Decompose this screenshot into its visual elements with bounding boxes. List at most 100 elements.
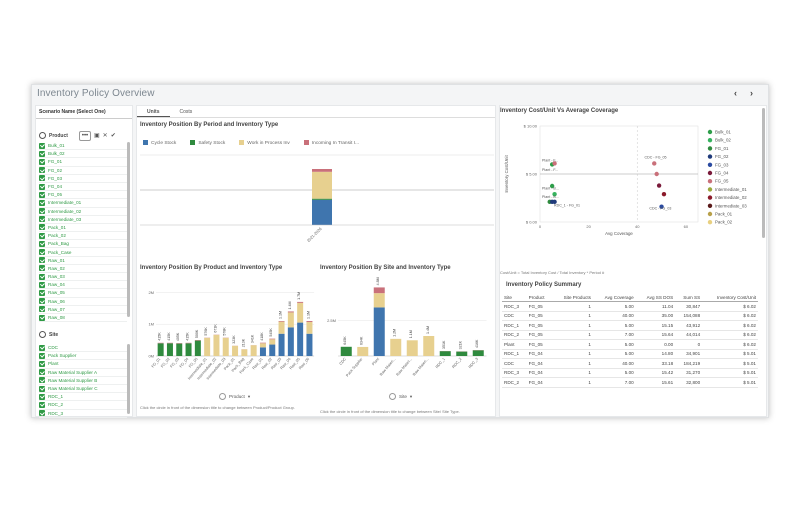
search-icon[interactable]: [39, 132, 46, 139]
checkbox-icon[interactable]: [39, 158, 45, 165]
checkbox-icon[interactable]: [39, 249, 45, 256]
table-row[interactable]: RDC_2 FG_04 1 7.00 15.61 32,800 $ 5.01: [502, 377, 758, 388]
prev-page-icon[interactable]: ‹: [734, 88, 737, 98]
confirm-selection-icon[interactable]: ✔: [110, 133, 116, 139]
product-filter-item[interactable]: FG_02: [39, 167, 127, 175]
legend-item[interactable]: Cycle Stock: [143, 140, 176, 146]
product-filter-item[interactable]: FG_01: [39, 158, 127, 167]
chevron-down-icon[interactable]: ▾: [247, 393, 251, 399]
product-filter-item[interactable]: Intermediate_03: [39, 216, 127, 224]
product-filter-item[interactable]: Pack_Case: [39, 248, 127, 257]
checkbox-icon[interactable]: [39, 289, 45, 296]
checkbox-icon[interactable]: [39, 344, 45, 351]
product-filter-item[interactable]: Raw_05: [39, 289, 127, 298]
product-filter-item[interactable]: Intermediate_01: [39, 199, 127, 208]
site-filter-item[interactable]: Raw Material Supplier C: [39, 385, 127, 394]
site-filter-item[interactable]: RDC_3: [39, 410, 127, 418]
checkbox-icon[interactable]: [39, 352, 45, 359]
checkbox-icon[interactable]: [39, 385, 45, 392]
column-header[interactable]: Avg SS DOS: [635, 294, 676, 302]
checkbox-icon[interactable]: [39, 265, 45, 272]
product-filter-item[interactable]: FG_05: [39, 191, 127, 200]
next-page-icon[interactable]: ›: [750, 88, 753, 98]
checkbox-icon[interactable]: [39, 216, 45, 223]
site-dimension-selector[interactable]: Site ▾: [389, 393, 412, 400]
checkbox-icon[interactable]: [39, 377, 45, 384]
dimension-radio-icon[interactable]: [219, 393, 226, 400]
checkbox-icon[interactable]: [39, 281, 45, 288]
checkbox-icon[interactable]: [39, 240, 45, 247]
checkbox-icon[interactable]: [39, 175, 45, 182]
more-options-button[interactable]: •••: [79, 130, 91, 141]
checkbox-icon[interactable]: [39, 410, 45, 417]
checkbox-icon[interactable]: [39, 142, 45, 149]
site-dimension-radio-icon[interactable]: [389, 393, 396, 400]
column-header[interactable]: Sum SS: [675, 294, 703, 302]
site-filter-item[interactable]: RDC_2: [39, 401, 127, 410]
checkbox-icon[interactable]: [39, 401, 45, 408]
table-row[interactable]: RDC_2 FG_05 1 7.00 15.64 44,014 $ 6.02: [502, 330, 758, 340]
site-filter-item[interactable]: RDC_1: [39, 393, 127, 402]
checkbox-icon[interactable]: [39, 273, 45, 280]
product-filter-item[interactable]: Pack_Bag: [39, 240, 127, 249]
product-filter-item[interactable]: Pack_02: [39, 232, 127, 241]
site-filter-item[interactable]: Raw Material Supplier B: [39, 377, 127, 385]
product-filter-item[interactable]: Raw_07: [39, 306, 127, 314]
product-filter-item[interactable]: Intermediate_02: [39, 208, 127, 216]
checkbox-icon[interactable]: [39, 369, 45, 376]
product-filter-item[interactable]: Raw_01: [39, 257, 127, 265]
checkbox-icon[interactable]: [39, 306, 45, 313]
column-header[interactable]: Site: [502, 294, 527, 302]
table-row[interactable]: CDC FG_05 1 40.00 35.00 154,088 $ 6.02: [502, 311, 758, 321]
site-filter-item[interactable]: Pack Supplier: [39, 352, 127, 361]
column-header[interactable]: Product: [526, 294, 553, 302]
tab-units[interactable]: Units: [137, 106, 170, 117]
right-panel-scrollbar[interactable]: [762, 108, 765, 238]
checkbox-icon[interactable]: [39, 224, 45, 231]
site-chevron-down-icon[interactable]: ▾: [409, 393, 413, 399]
checkbox-icon[interactable]: [39, 183, 45, 190]
checkbox-icon[interactable]: [39, 208, 45, 215]
checkbox-icon[interactable]: [39, 257, 45, 264]
site-search-icon[interactable]: [39, 331, 46, 338]
product-dimension-selector[interactable]: Product ▾: [219, 393, 250, 400]
product-filter-item[interactable]: Raw_08: [39, 314, 127, 323]
table-row[interactable]: RDC_1 FG_05 1 5.00 15.15 43,912 $ 6.02: [502, 320, 758, 331]
checkbox-icon[interactable]: [39, 298, 45, 305]
product-filter-item[interactable]: Pack_01: [39, 224, 127, 233]
checkbox-icon[interactable]: [39, 167, 45, 174]
column-header[interactable]: Avg Coverage: [592, 294, 636, 302]
checkbox-icon[interactable]: [39, 150, 45, 157]
legend-item[interactable]: Incoming In Transit I...: [303, 140, 359, 146]
table-row[interactable]: RDC_1 FG_04 1 5.00 14.80 34,901 $ 5.01: [502, 349, 758, 359]
product-filter-item[interactable]: Bulk_02: [39, 150, 127, 159]
clear-selection-icon[interactable]: ✕: [102, 133, 108, 139]
checkbox-icon[interactable]: [39, 191, 45, 198]
checkbox-icon[interactable]: [39, 393, 45, 400]
product-filter-item[interactable]: Raw_04: [39, 281, 127, 290]
column-header[interactable]: Inventory Cost/Unit: [702, 294, 758, 302]
tab-costs[interactable]: Costs: [179, 109, 193, 115]
legend-item[interactable]: Work in Process Inv: [239, 140, 290, 146]
checkbox-icon[interactable]: [39, 199, 45, 206]
product-filter-item[interactable]: FG_04: [39, 183, 127, 192]
table-row[interactable]: RDC_3 FG_05 1 5.00 11.04 30,847 $ 6.02: [502, 301, 758, 312]
product-filter-item[interactable]: Raw_02: [39, 265, 127, 273]
product-filter-item[interactable]: Bulk_01: [39, 142, 127, 151]
select-all-icon[interactable]: ▣: [94, 133, 100, 139]
legend-item[interactable]: Safety Stock: [190, 140, 225, 146]
site-filter-item[interactable]: Plant: [39, 360, 127, 369]
checkbox-icon[interactable]: [39, 314, 45, 321]
column-header[interactable]: Site Products: [552, 294, 593, 302]
table-row[interactable]: RDC_3 FG_04 1 5.00 15.42 31,270 $ 5.01: [502, 368, 758, 378]
table-row[interactable]: CDC FG_04 1 40.00 33.18 184,219 $ 5.01: [502, 358, 758, 369]
site-filter-item[interactable]: Raw Material Supplier A: [39, 369, 127, 377]
site-filter-item[interactable]: CDC: [39, 344, 127, 353]
table-row[interactable]: Plant FG_05 1 5.00 0.00 0 $ 6.02: [502, 339, 758, 350]
site-list-scrollbar[interactable]: [127, 344, 130, 414]
product-filter-item[interactable]: Raw_03: [39, 273, 127, 282]
product-list-scrollbar[interactable]: [127, 142, 130, 317]
checkbox-icon[interactable]: [39, 360, 45, 367]
product-filter-item[interactable]: Raw_06: [39, 298, 127, 306]
product-filter-item[interactable]: FG_03: [39, 175, 127, 183]
